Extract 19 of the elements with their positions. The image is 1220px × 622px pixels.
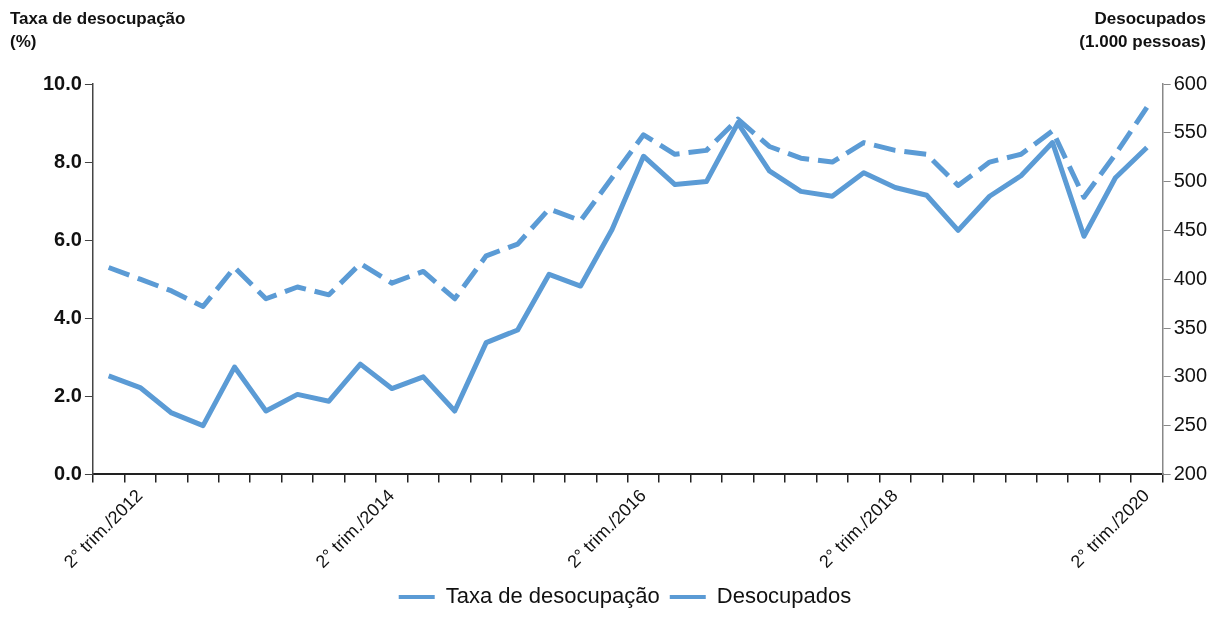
y-tick-label: 2.0 <box>54 383 82 406</box>
legend-label: Desocupados <box>716 583 852 609</box>
y2-tick-label: 550 <box>1173 120 1208 143</box>
y2-tick-label: 350 <box>1173 315 1208 338</box>
y2-tick-label: 250 <box>1173 413 1208 436</box>
y2-tick-label: 450 <box>1173 217 1208 240</box>
y-axis-title: Taxa de desocupação (%) <box>10 8 186 53</box>
y2-tick-label: 400 <box>1173 266 1208 289</box>
y-tick-label: 6.0 <box>54 227 82 250</box>
y-tick-label: 10.0 <box>42 71 82 94</box>
y2-tick-label: 600 <box>1173 71 1208 94</box>
y2-axis-title: Desocupados (1.000 pessoas) <box>1079 8 1206 53</box>
y-tick-label: 0.0 <box>54 461 82 484</box>
y2-tick-label: 200 <box>1173 461 1208 484</box>
y2-tick-label: 300 <box>1173 364 1208 387</box>
y2-tick-label: 500 <box>1173 169 1208 192</box>
legend-label: Taxa de desocupação <box>445 583 660 609</box>
y-tick-label: 4.0 <box>54 305 82 328</box>
y-tick-label: 8.0 <box>54 149 82 172</box>
